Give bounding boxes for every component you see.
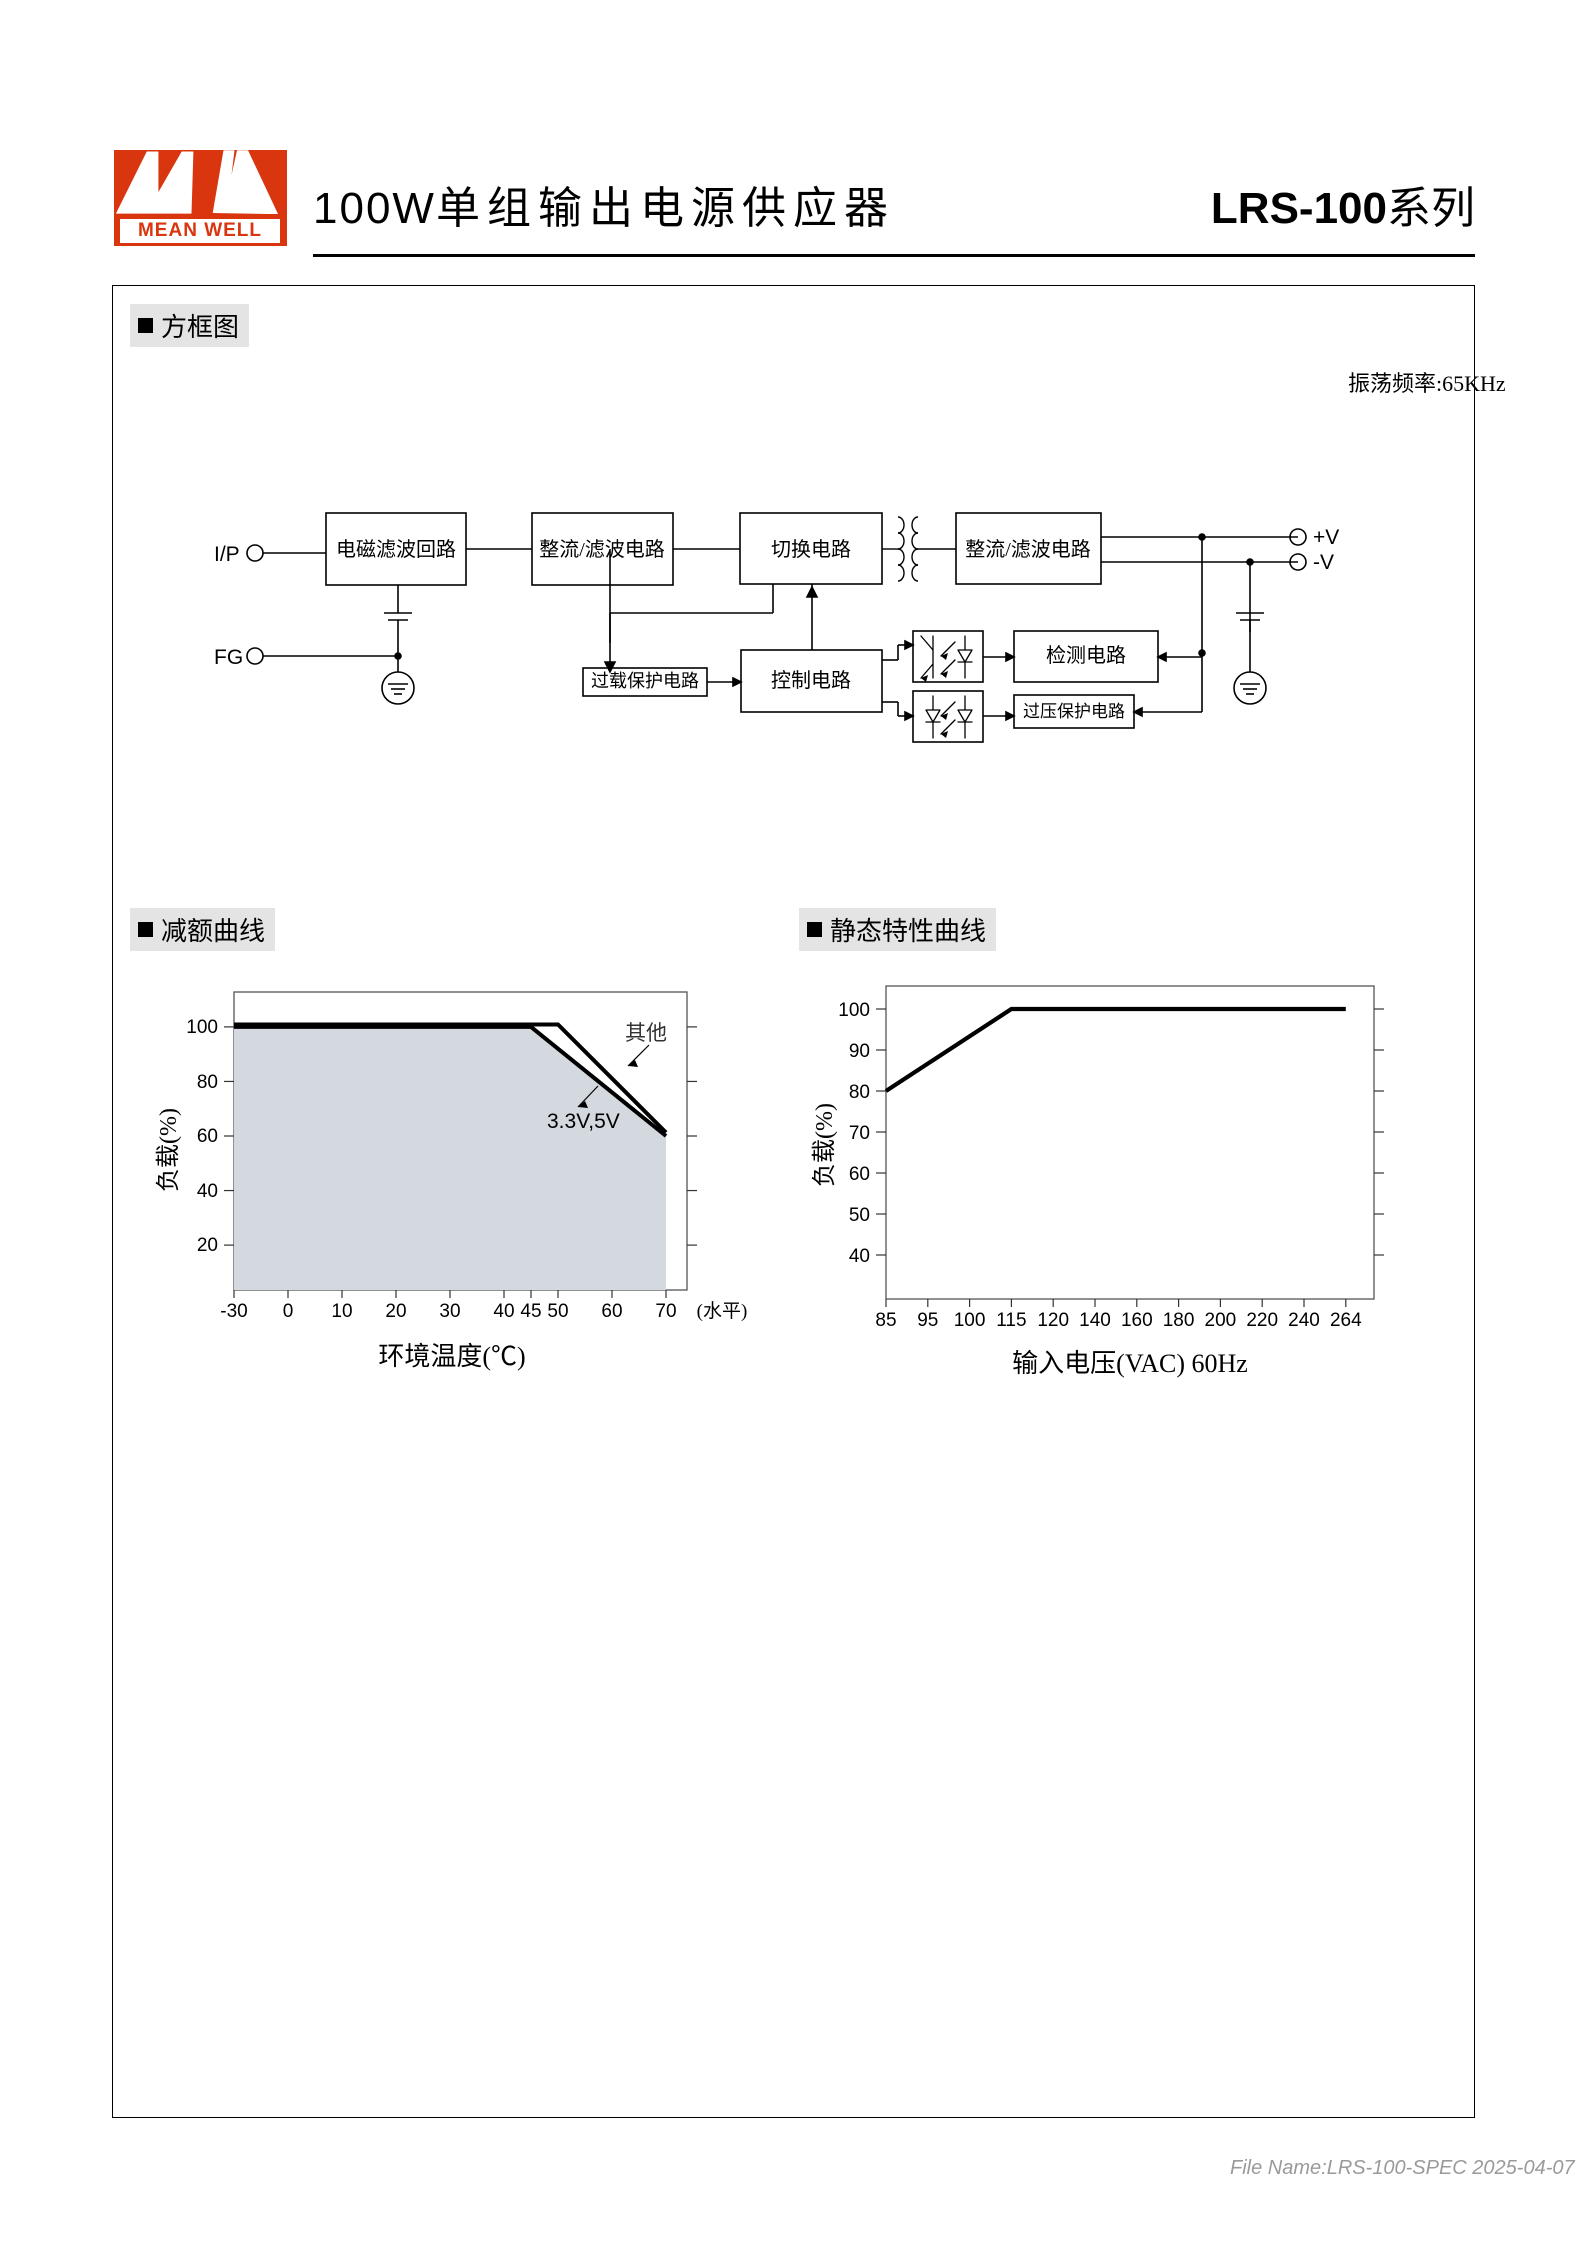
svg-text:100: 100 [838, 1000, 870, 1021]
svg-text:85: 85 [875, 1310, 896, 1331]
svg-text:220: 220 [1246, 1310, 1278, 1331]
svg-text:95: 95 [917, 1310, 938, 1331]
svg-text:120: 120 [1037, 1310, 1069, 1331]
svg-text:70: 70 [849, 1123, 870, 1144]
svg-text:输入电压(VAC) 60Hz: 输入电压(VAC) 60Hz [1012, 1349, 1248, 1378]
svg-text:180: 180 [1163, 1310, 1195, 1331]
svg-text:140: 140 [1079, 1310, 1111, 1331]
svg-text:264: 264 [1330, 1310, 1362, 1331]
svg-text:160: 160 [1121, 1310, 1153, 1331]
svg-text:240: 240 [1288, 1310, 1320, 1331]
svg-text:40: 40 [849, 1246, 870, 1267]
svg-text:80: 80 [849, 1082, 870, 1103]
svg-text:60: 60 [849, 1164, 870, 1185]
svg-text:200: 200 [1205, 1310, 1237, 1331]
svg-text:115: 115 [996, 1310, 1026, 1331]
svg-text:50: 50 [849, 1205, 870, 1226]
svg-text:90: 90 [849, 1041, 870, 1062]
svg-text:负载(%): 负载(%) [811, 1103, 838, 1187]
svg-text:100: 100 [954, 1310, 986, 1331]
